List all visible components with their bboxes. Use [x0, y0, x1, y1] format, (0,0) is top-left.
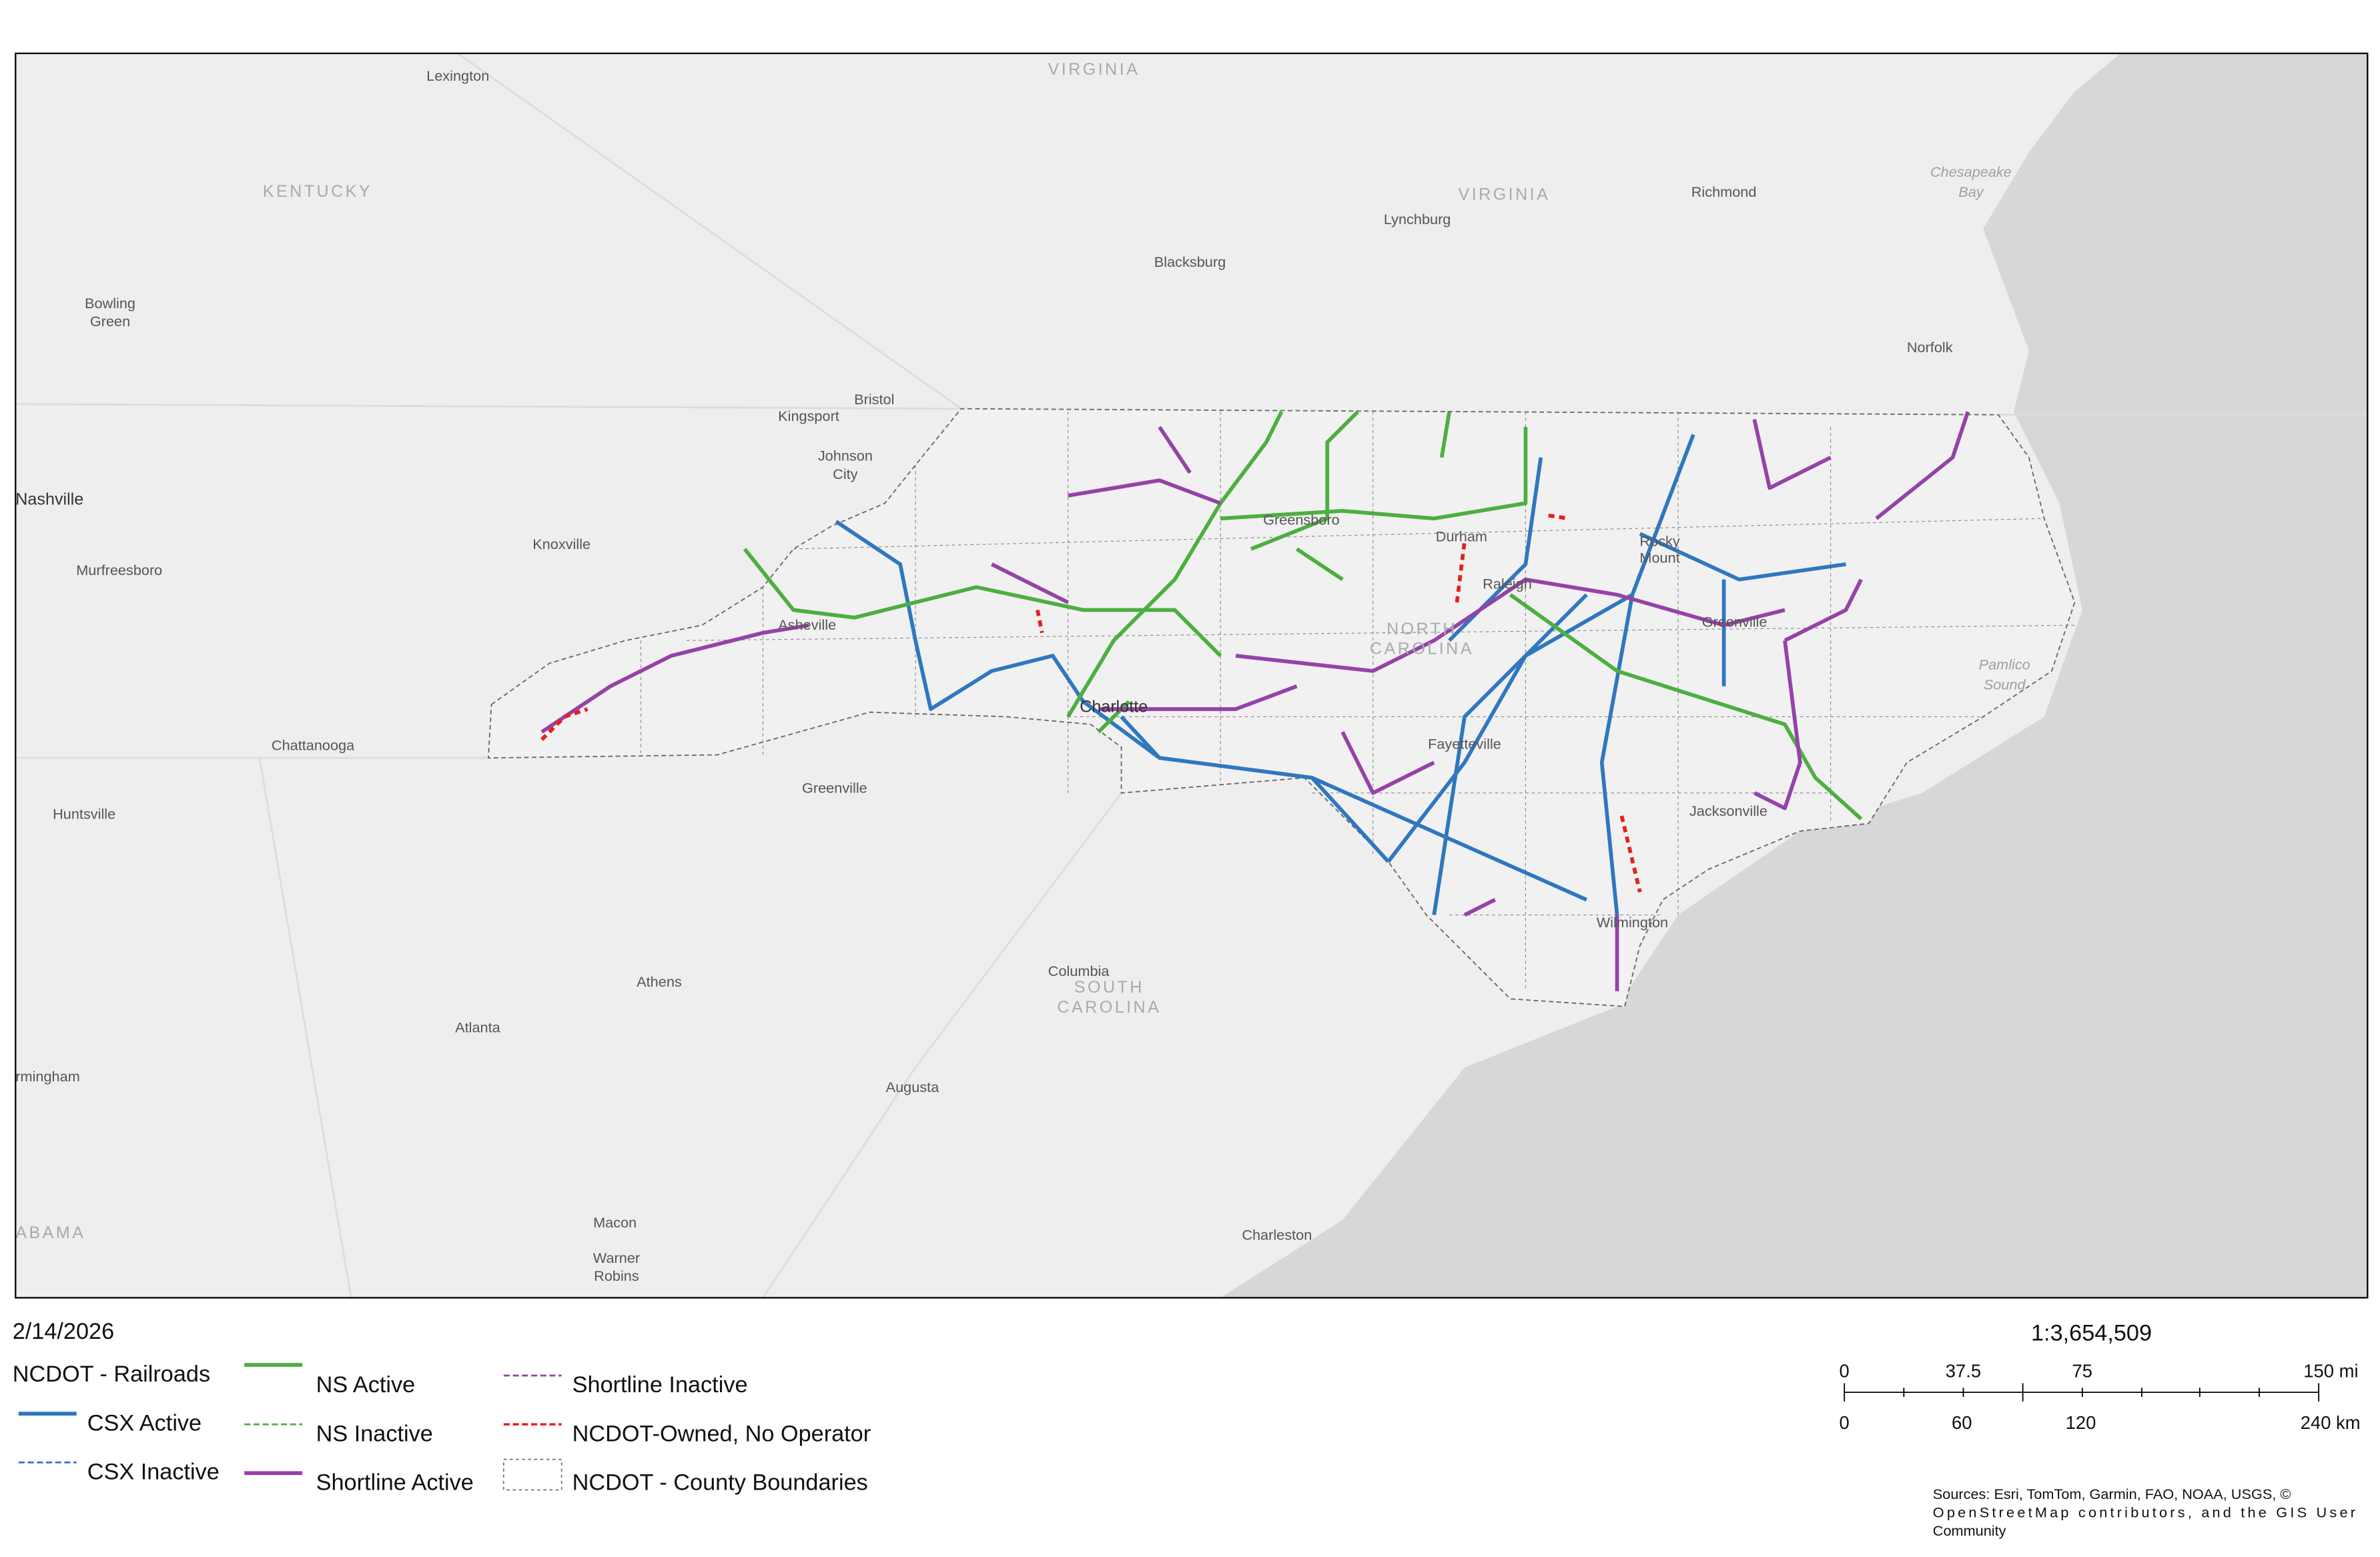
city-label: Columbia [1048, 963, 1110, 979]
legend-swatch [502, 1458, 562, 1491]
city-label: Bristol [854, 391, 894, 408]
legend-item: NS Inactive [316, 1421, 433, 1446]
city-label: Greenville [1702, 614, 1767, 630]
scale-label: 37.5 [1946, 1360, 1981, 1381]
city-label: Macon [593, 1214, 637, 1231]
city-label: Blacksburg [1154, 253, 1226, 270]
scale-ticks [1844, 1383, 2320, 1402]
water-label: Bay [1958, 183, 1984, 200]
city-label: Fayetteville [1428, 735, 1501, 752]
map-frame [15, 52, 2369, 1299]
city-label: Huntsville [53, 806, 115, 823]
city-label: Bowling [85, 295, 135, 312]
legend-item: CSX Inactive [87, 1459, 220, 1484]
legend-item: NCDOT - County Boundaries [572, 1470, 868, 1495]
legend-item: Shortline Active [316, 1470, 474, 1495]
city-label: Murfreesboro [76, 562, 162, 578]
city-label: Charleston [1242, 1227, 1312, 1243]
water-label: Chesapeake [1930, 163, 2012, 180]
legend-item: Shortline Inactive [572, 1372, 748, 1398]
city-label: Green [90, 313, 130, 330]
city-label: Johnson [818, 447, 873, 464]
water-label: Pamlico [1979, 656, 2030, 673]
map-labels: VIRGINIA Lexington KENTUCKY VIRGINIA Lyn… [15, 60, 2030, 1284]
city-label: Richmond [1691, 183, 1757, 200]
city-label: Athens [637, 973, 682, 990]
state-label: NORTH [1386, 620, 1457, 638]
city-label: Lexington [426, 67, 489, 84]
state-label: CAROLINA [1057, 998, 1161, 1017]
city-label: Kingsport [778, 408, 839, 424]
legend-item: NS Active [316, 1372, 416, 1398]
scale-label: 0 [1840, 1412, 1850, 1433]
city-label: Durham [1436, 528, 1487, 545]
city-label: Greensboro [1263, 511, 1340, 528]
legend-item: CSX Active [87, 1410, 202, 1436]
legend-item: NCDOT-Owned, No Operator [572, 1421, 871, 1446]
date: 2/14/2026 [13, 1319, 114, 1344]
city-label: Chattanooga [272, 737, 355, 754]
city-label: Asheville [778, 616, 836, 633]
state-label: VIRGINIA [1048, 60, 1140, 79]
state-label: KENTUCKY [263, 182, 372, 201]
city-label: Augusta [886, 1079, 940, 1095]
city-label: City [833, 466, 858, 482]
state-label: ABAMA [15, 1223, 85, 1242]
scale-label: 75 [2072, 1360, 2093, 1381]
city-label: Mount [1639, 550, 1679, 566]
city-label: Rocky [1639, 532, 1679, 549]
city-label: Jacksonville [1689, 803, 1767, 819]
city-label: Raleigh [1483, 575, 1532, 592]
scale-bar: 0 37.5 75 150 mi 0 60 120 240 km [1840, 1360, 2361, 1433]
scale-label: 150 mi [2303, 1360, 2358, 1381]
scale-text: 1:3,654,509 [2031, 1320, 2152, 1346]
sources-line: OpenStreetMap contributors, and the GIS … [1933, 1504, 2355, 1521]
legend: NCDOT - Railroads CSX Active CSX Inactiv… [13, 1362, 871, 1495]
scale-label: 240 km [2301, 1412, 2361, 1433]
state-borders [15, 52, 2368, 1299]
city-label: Greenville [802, 780, 867, 797]
state-label: SOUTH [1074, 978, 1144, 997]
city-label: Lynchburg [1384, 211, 1451, 227]
legend-title: NCDOT - Railroads [13, 1362, 210, 1387]
scale-label: 0 [1840, 1360, 1850, 1381]
city-label: Norfolk [1907, 339, 1953, 356]
basemap [15, 52, 2368, 1299]
city-label: Robins [594, 1267, 639, 1284]
sources-line: Community [1933, 1522, 2006, 1539]
ocean [1220, 53, 2368, 1298]
city-label: rmingham [15, 1068, 80, 1085]
city-label: Atlanta [455, 1019, 500, 1036]
sources-line: Sources: Esri, TomTom, Garmin, FAO, NOAA… [1933, 1486, 2291, 1502]
city-label: Nashville [15, 490, 83, 509]
county-boundaries [640, 412, 2075, 991]
scale-label: 60 [1952, 1412, 1972, 1433]
city-label: Warner [593, 1249, 640, 1266]
railroads [540, 410, 1970, 991]
city-label: Charlotte [1080, 698, 1148, 716]
scale-label: 120 [2066, 1412, 2096, 1433]
city-label: Wilmington [1597, 914, 1668, 931]
sources: Sources: Esri, TomTom, Garmin, FAO, NOAA… [1933, 1486, 2355, 1539]
water-label: Sound [1984, 676, 2026, 692]
state-label: VIRGINIA [1459, 185, 1551, 203]
city-label: Knoxville [532, 536, 590, 552]
state-label: CAROLINA [1370, 640, 1474, 658]
